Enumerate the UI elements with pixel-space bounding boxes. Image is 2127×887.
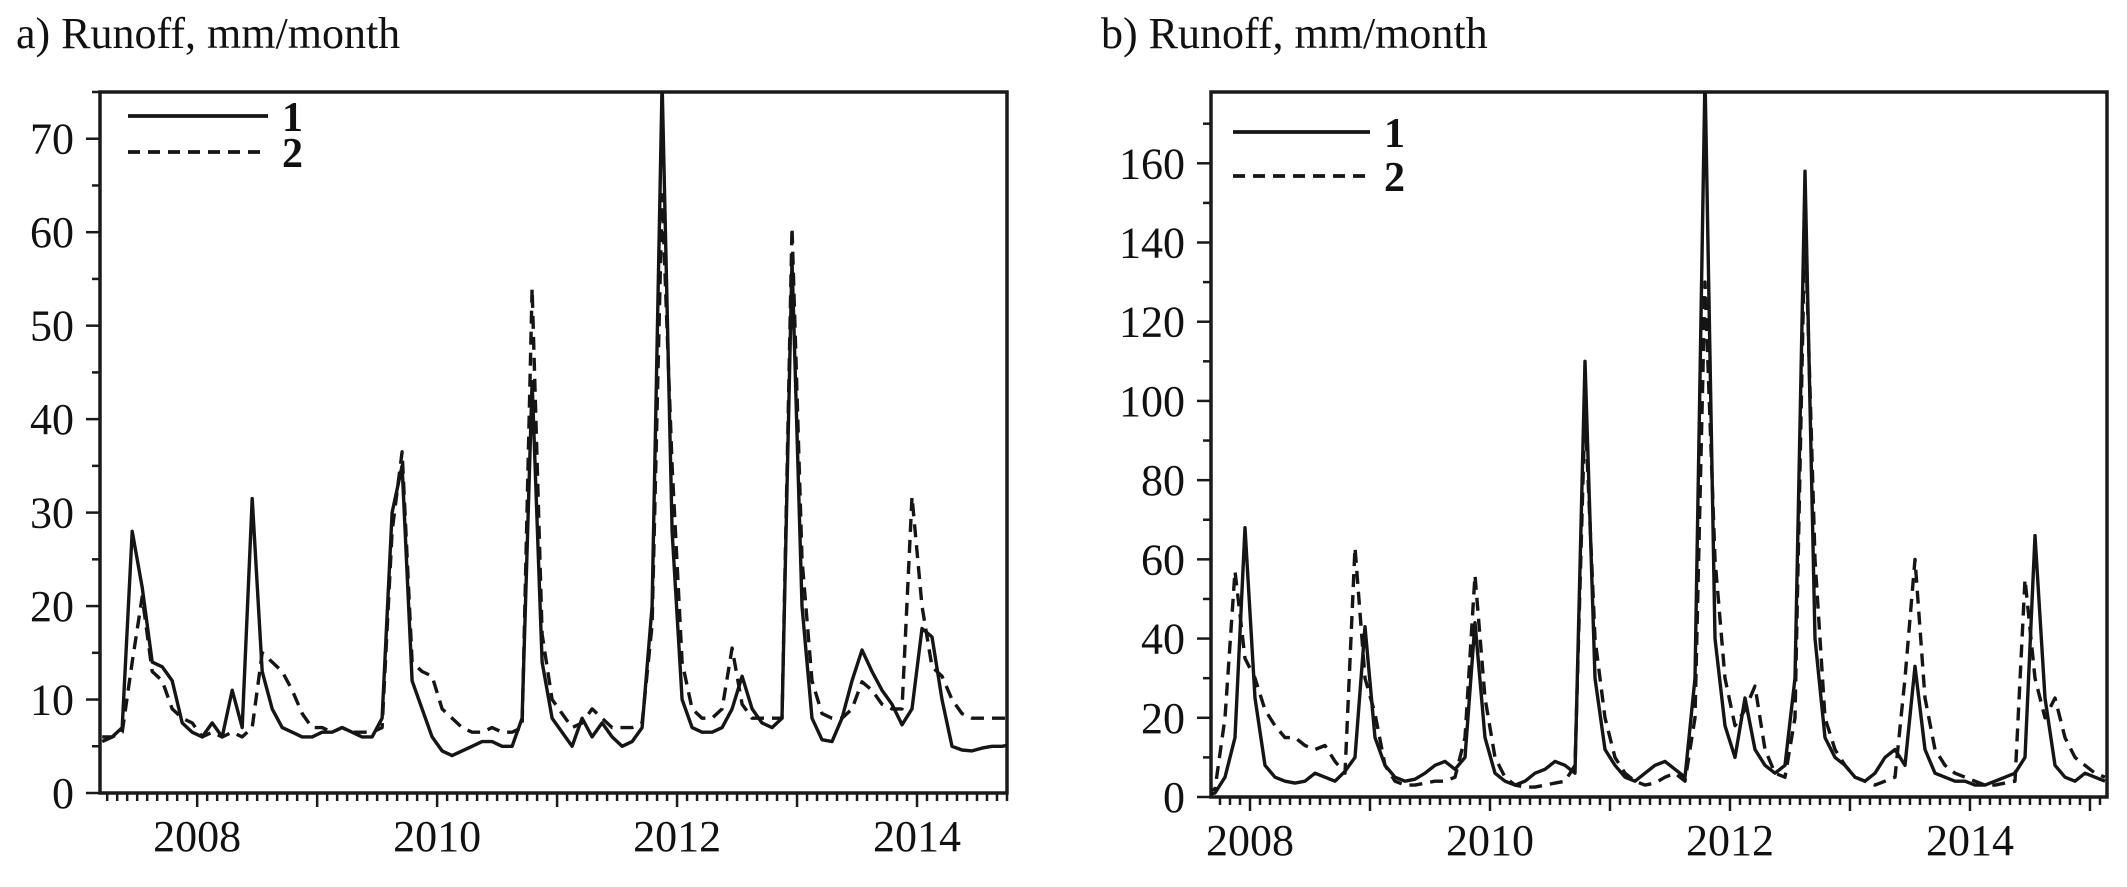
plot-frame-a bbox=[98, 90, 1009, 795]
x-axis-b: 2008 2010 2012 2014 bbox=[1206, 797, 2102, 865]
chart-a: a) Runoff, mm/month 0 10 20 30 40 50 60 70 2008 2… bbox=[0, 0, 1063, 887]
chart-b: b) Runoff, mm/month 0 20 40 60 80 100 120 140 16… bbox=[1063, 0, 2127, 887]
x-tick-label: 2010 bbox=[1446, 816, 1534, 865]
legend-label-1: 1 bbox=[1384, 111, 1405, 157]
y-axis-a: 0 10 20 30 40 50 60 70 bbox=[30, 90, 100, 818]
chart-b-canvas: 0 20 40 60 80 100 120 140 160 2008 2010 2012 2014 12 bbox=[1119, 90, 2109, 865]
y-tick-label: 40 bbox=[1141, 615, 1185, 664]
legend-label-1: 1 bbox=[282, 95, 303, 141]
series-group-a bbox=[101, 92, 1007, 758]
y-tick-label: 60 bbox=[30, 208, 74, 257]
y-tick-label: 20 bbox=[1141, 694, 1185, 743]
y-tick-label: 70 bbox=[30, 115, 74, 164]
x-tick-label: 2014 bbox=[1926, 816, 2014, 865]
y-tick-label: 0 bbox=[1163, 773, 1185, 822]
series-1-line-a bbox=[101, 92, 1007, 758]
legend-b: 12 bbox=[1233, 111, 1405, 201]
series-2-line-a bbox=[102, 193, 1007, 739]
series-2-line-b bbox=[1211, 216, 2106, 793]
x-tick-label: 2010 bbox=[393, 812, 481, 861]
y-tick-label: 60 bbox=[1141, 535, 1185, 584]
y-axis-b: 0 20 40 60 80 100 120 140 160 bbox=[1119, 122, 1211, 822]
x-tick-label: 2012 bbox=[1686, 816, 1774, 865]
plot-frame-b bbox=[1209, 90, 2109, 799]
y-tick-label: 80 bbox=[1141, 456, 1185, 505]
legend-label-2: 2 bbox=[282, 131, 303, 177]
chart-a-title: a) Runoff, mm/month bbox=[16, 9, 401, 58]
legend-a: 12 bbox=[128, 95, 303, 177]
y-tick-label: 40 bbox=[30, 395, 74, 444]
y-tick-label: 120 bbox=[1119, 298, 1185, 347]
x-tick-label: 2008 bbox=[153, 812, 241, 861]
chart-b-title: b) Runoff, mm/month bbox=[1101, 9, 1488, 58]
y-tick-label: 10 bbox=[30, 676, 74, 725]
y-tick-label: 140 bbox=[1119, 219, 1185, 268]
y-tick-label: 0 bbox=[52, 769, 74, 818]
x-tick-label: 2012 bbox=[633, 812, 721, 861]
y-tick-label: 20 bbox=[30, 582, 74, 631]
x-tick-label: 2014 bbox=[873, 812, 961, 861]
y-tick-label: 160 bbox=[1119, 139, 1185, 188]
y-tick-label: 30 bbox=[30, 489, 74, 538]
y-tick-label: 100 bbox=[1119, 377, 1185, 426]
series-1-line-b bbox=[1211, 92, 2106, 796]
x-axis-a: 2008 2010 2012 2014 bbox=[105, 793, 1009, 861]
x-tick-label: 2008 bbox=[1206, 816, 1294, 865]
series-group-b bbox=[1211, 92, 2106, 796]
chart-a-canvas: 0 10 20 30 40 50 60 70 2008 2010 2012 2014 12 bbox=[30, 90, 1009, 861]
y-tick-label: 50 bbox=[30, 302, 74, 351]
legend-label-2: 2 bbox=[1384, 155, 1405, 201]
